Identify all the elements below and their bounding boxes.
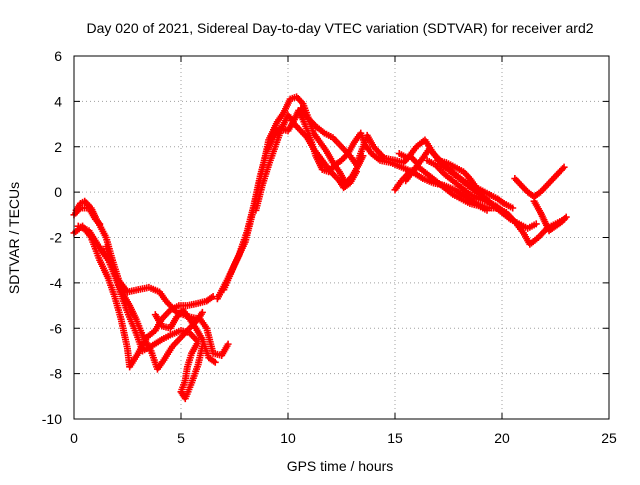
y-tick-label: 2: [54, 139, 62, 155]
y-tick-label: -4: [50, 275, 63, 291]
series-track-5: [102, 243, 206, 403]
data-point: [561, 215, 569, 223]
data-point: [562, 213, 570, 221]
y-tick-label: -6: [50, 320, 63, 336]
data-point: [559, 165, 567, 173]
data-point: [224, 340, 232, 348]
x-tick-label: 15: [387, 430, 403, 446]
series-track-14: [391, 163, 491, 214]
series-track-2: [70, 204, 104, 228]
y-tick-label: 0: [54, 184, 62, 200]
data-point: [483, 206, 491, 214]
data-point: [211, 358, 219, 366]
x-tick-label: 5: [177, 430, 185, 446]
data-point: [498, 206, 506, 214]
x-axis-label: GPS time / hours: [287, 458, 394, 474]
chart-title: Day 020 of 2021, Sidereal Day-to-day VTE…: [86, 20, 593, 36]
x-tick-label: 20: [494, 430, 510, 446]
x-tick-label: 10: [280, 430, 296, 446]
y-axis-label: SDTVAR / TECUs: [6, 182, 22, 294]
x-tick-label: 0: [70, 430, 78, 446]
y-tick-label: -8: [50, 366, 63, 382]
data-point: [352, 168, 360, 176]
series-track-10: [297, 104, 420, 169]
data-point: [96, 220, 104, 228]
axis-ticks: 0 5 10 15 20 25 -10 -8 -6 -4 -2 0 2 4 6: [42, 48, 617, 446]
series-track-6: [151, 306, 219, 366]
y-tick-label: -2: [50, 230, 63, 246]
y-tick-label: -10: [42, 411, 62, 427]
data-point: [94, 218, 102, 226]
data-point: [532, 220, 540, 228]
series-track-13: [423, 156, 506, 214]
series-track-15: [434, 156, 493, 205]
y-tick-label: 6: [54, 48, 62, 64]
series-track-16: [511, 163, 568, 201]
x-tick-label: 25: [601, 430, 617, 446]
data-point: [509, 204, 517, 212]
data-point: [560, 163, 568, 171]
series-track-17: [530, 197, 570, 235]
y-tick-label: 4: [54, 93, 62, 109]
data-point: [485, 197, 493, 205]
series-track-9: [252, 111, 360, 214]
data-point: [198, 308, 206, 316]
data-markers: [70, 93, 570, 403]
